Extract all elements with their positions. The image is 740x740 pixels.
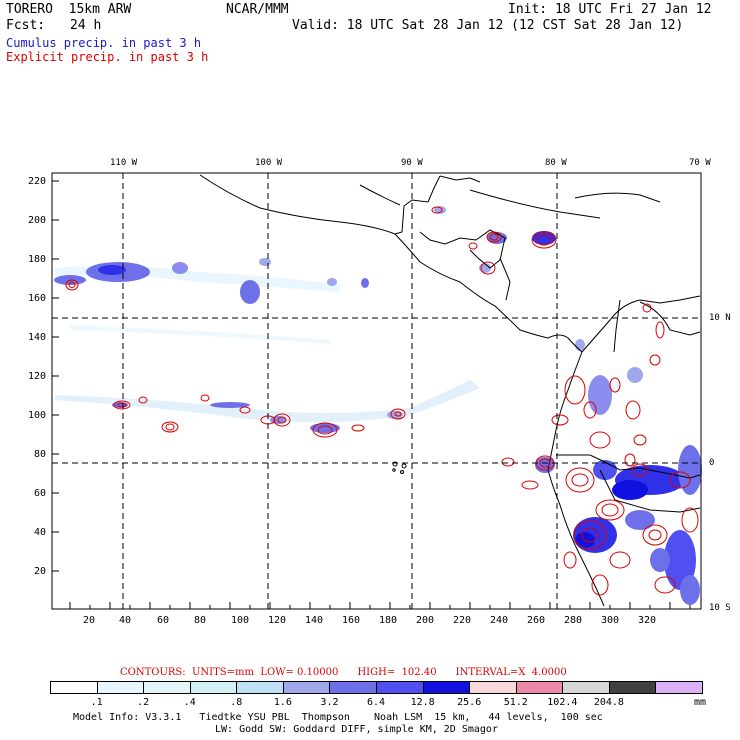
y-tick-label: 180 (28, 254, 47, 265)
colorbar-swatch (189, 681, 238, 694)
y-tick-label: 60 (34, 488, 47, 499)
colorbar-label: 51.2 (503, 697, 528, 708)
lon-label-100w: 100 W (255, 158, 283, 168)
x-tick-label: 240 (490, 615, 509, 626)
x-tick-label: 180 (379, 615, 398, 626)
colorbar-swatch (515, 681, 564, 694)
x-tick-label: 160 (342, 615, 361, 626)
colorbar-swatch (608, 681, 657, 694)
colorbar-label: .4 (183, 697, 196, 708)
explicit-legend-label: Explicit precip. in past 3 h (6, 50, 209, 64)
x-tick-label: 140 (305, 615, 324, 626)
colorbar-label: .2 (137, 697, 150, 708)
lat-label-10s: 10 S (709, 603, 731, 613)
lon-label-110w: 110 W (110, 158, 138, 168)
x-tick-label: 60 (157, 615, 170, 626)
colorbar-swatch (282, 681, 331, 694)
colorbar-swatch (655, 681, 703, 694)
y-axis-ticks (52, 180, 59, 572)
lat-label-0: 0 (709, 458, 715, 468)
colorbar-label: 1.6 (273, 697, 292, 708)
colorbar-swatch (143, 681, 191, 694)
lon-label-80w: 80 W (545, 158, 567, 168)
init-time: Init: 18 UTC Fri 27 Jan 12 (508, 2, 712, 17)
x-tick-label: 20 (83, 615, 96, 626)
valid-time: Valid: 18 UTC Sat 28 Jan 12 (12 CST Sat … (292, 18, 684, 33)
y-tick-label: 140 (28, 332, 47, 343)
colorbar-swatch (376, 681, 424, 694)
map-frame (51, 172, 702, 610)
cumulus-legend-label: Cumulus precip. in past 3 h (6, 36, 202, 50)
colorbar-swatch (422, 681, 471, 694)
x-tick-label: 80 (194, 615, 207, 626)
colorbar-swatch (50, 681, 98, 694)
y-tick-label: 120 (28, 371, 47, 382)
colorbar-label: .8 (230, 697, 243, 708)
x-tick-label: 220 (453, 615, 472, 626)
model-info: Model Info: V3.3.1 Tiedtke YSU PBL Thomp… (73, 712, 603, 723)
colorbar-label: 12.8 (410, 697, 435, 708)
organization-label: NCAR/MMM (226, 2, 289, 17)
model-physics: LW: Godd SW: Goddard DIFF, simple KM, 2D… (215, 724, 498, 735)
x-tick-label: 120 (268, 615, 287, 626)
forecast-label: Fcst: (6, 18, 46, 33)
y-tick-label: 40 (34, 527, 47, 538)
precip-shading (54, 206, 702, 605)
colorbar-swatch (469, 681, 517, 694)
x-tick-label: 320 (638, 615, 657, 626)
x-tick-label: 40 (119, 615, 132, 626)
colorbar-label: 6.4 (367, 697, 386, 708)
colorbar-label: 25.6 (457, 697, 482, 708)
colorbar-label: 3.2 (320, 697, 339, 708)
lat-lon-grid (52, 173, 701, 609)
y-tick-label: 160 (28, 293, 47, 304)
y-tick-label: 80 (34, 449, 47, 460)
model-title: TORERO 15km ARW (6, 2, 132, 17)
colorbar-label: .1 (90, 697, 103, 708)
x-tick-label: 100 (231, 615, 250, 626)
y-tick-label: 100 (28, 410, 47, 421)
lon-label-70w: 70 W (689, 158, 711, 168)
y-tick-label: 220 (28, 176, 47, 187)
colorbar-swatch (96, 681, 145, 694)
x-tick-label: 280 (564, 615, 583, 626)
y-tick-label: 20 (34, 566, 47, 577)
colorbar-label: 204.8 (593, 697, 624, 708)
contour-info: CONTOURS: UNITS=mm LOW= 0.10000 HIGH= 10… (120, 667, 567, 678)
colorbar-swatch (329, 681, 377, 694)
colorbar-unit: mm (694, 697, 707, 708)
colorbar-label: 102.4 (547, 697, 578, 708)
x-axis-ticks (69, 602, 691, 609)
colorbar-swatch (236, 681, 284, 694)
lon-label-90w: 90 W (401, 158, 423, 168)
colorbar-swatch (562, 681, 610, 694)
forecast-hour: 24 h (70, 18, 102, 33)
y-tick-label: 200 (28, 215, 47, 226)
x-tick-label: 260 (527, 615, 546, 626)
lat-label-10n: 10 N (709, 313, 731, 323)
x-tick-label: 300 (601, 615, 620, 626)
x-tick-label: 200 (416, 615, 435, 626)
